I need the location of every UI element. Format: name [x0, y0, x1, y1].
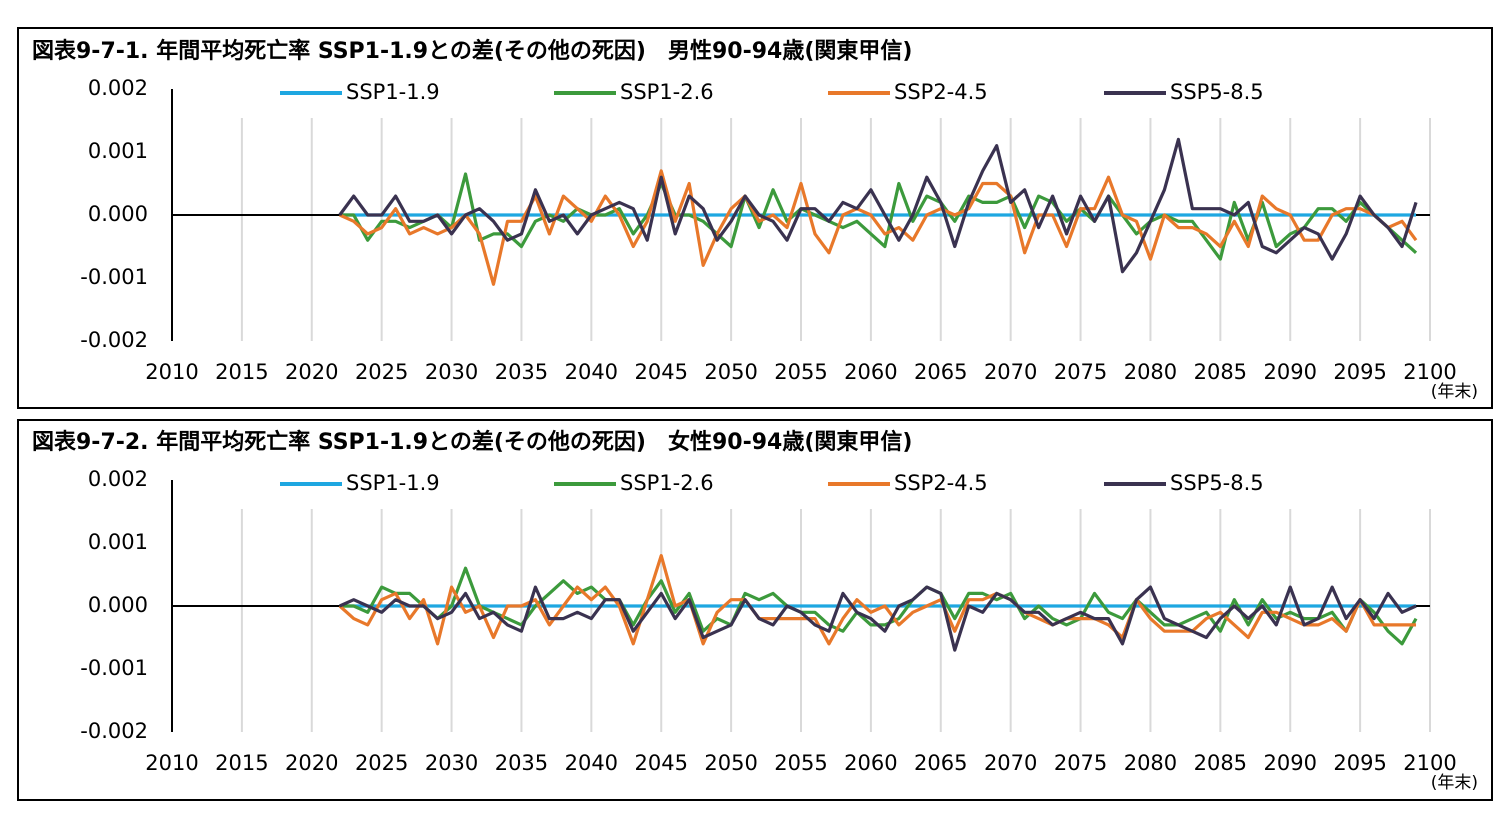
legend-label: SSP1-2.6 — [620, 471, 714, 495]
y-tick-label: 0.001 — [88, 530, 148, 554]
legend-label: SSP2-4.5 — [894, 80, 988, 104]
x-tick-label: 2045 — [634, 751, 687, 775]
x-tick-label: 2095 — [1333, 360, 1386, 384]
x-tick-label: 2085 — [1194, 751, 1247, 775]
chart-title: 図表9-7-1. 年間平均死亡率 SSP1-1.9との差(その他の死因) 男性9… — [32, 38, 912, 64]
legend-label: SSP5-8.5 — [1170, 471, 1264, 495]
legend-label: SSP1-1.9 — [346, 471, 440, 495]
x-tick-label: 2065 — [914, 751, 967, 775]
x-tick-label: 2025 — [355, 751, 408, 775]
x-tick-label: 2015 — [215, 360, 268, 384]
y-tick-label: -0.002 — [80, 328, 148, 352]
x-tick-label: 2045 — [634, 360, 687, 384]
x-tick-label: 2010 — [145, 751, 198, 775]
series-line — [339, 172, 1418, 261]
legend-label: SSP2-4.5 — [894, 471, 988, 495]
x-tick-label: 2065 — [914, 360, 967, 384]
x-tick-label: 2060 — [844, 360, 897, 384]
y-tick-label: 0.000 — [88, 202, 148, 226]
legend-label: SSP1-2.6 — [620, 80, 714, 104]
x-tick-label: 2040 — [565, 360, 618, 384]
x-unit-label: (年末) — [1431, 773, 1478, 793]
y-tick-label: 0.002 — [88, 76, 148, 100]
legend-label: SSP5-8.5 — [1170, 80, 1264, 104]
x-tick-label: 2050 — [704, 360, 757, 384]
x-tick-label: 2035 — [495, 360, 548, 384]
series-line — [339, 585, 1417, 652]
x-tick-label: 2055 — [774, 751, 827, 775]
x-tick-label: 2090 — [1263, 360, 1316, 384]
x-tick-label: 2075 — [1054, 360, 1107, 384]
x-tick-label: 2050 — [704, 751, 757, 775]
chart-frame — [17, 419, 1493, 801]
y-tick-label: -0.001 — [80, 656, 148, 680]
x-tick-label: 2070 — [984, 751, 1037, 775]
y-tick-label: 0.002 — [88, 467, 148, 491]
x-tick-label: 2020 — [285, 360, 338, 384]
x-tick-label: 2035 — [495, 751, 548, 775]
x-tick-label: 2030 — [425, 751, 478, 775]
x-tick-label: 2030 — [425, 360, 478, 384]
y-tick-label: 0.001 — [88, 139, 148, 163]
series-line — [338, 553, 1417, 646]
y-tick-label: -0.001 — [80, 265, 148, 289]
x-tick-label: 2020 — [285, 751, 338, 775]
x-tick-label: 2060 — [844, 751, 897, 775]
x-tick-label: 2095 — [1333, 751, 1386, 775]
x-tick-label: 2080 — [1124, 751, 1177, 775]
x-tick-label: 2090 — [1263, 751, 1316, 775]
x-tick-label: 2025 — [355, 360, 408, 384]
y-tick-label: 0.000 — [88, 593, 148, 617]
chart-title: 図表9-7-2. 年間平均死亡率 SSP1-1.9との差(その他の死因) 女性9… — [32, 429, 912, 455]
y-tick-label: -0.002 — [80, 719, 148, 743]
x-tick-label: 2015 — [215, 751, 268, 775]
x-tick-label: 2075 — [1054, 751, 1107, 775]
x-tick-label: 2070 — [984, 360, 1037, 384]
series-line — [338, 137, 1418, 274]
series-line — [339, 169, 1418, 286]
legend-label: SSP1-1.9 — [346, 80, 440, 104]
x-unit-label: (年末) — [1431, 382, 1478, 402]
x-tick-label: 2040 — [565, 751, 618, 775]
x-tick-label: 2080 — [1124, 360, 1177, 384]
x-tick-label: 2055 — [774, 360, 827, 384]
x-tick-label: 2100 — [1403, 751, 1456, 775]
x-tick-label: 2100 — [1403, 360, 1456, 384]
x-tick-label: 2085 — [1194, 360, 1247, 384]
x-tick-label: 2010 — [145, 360, 198, 384]
